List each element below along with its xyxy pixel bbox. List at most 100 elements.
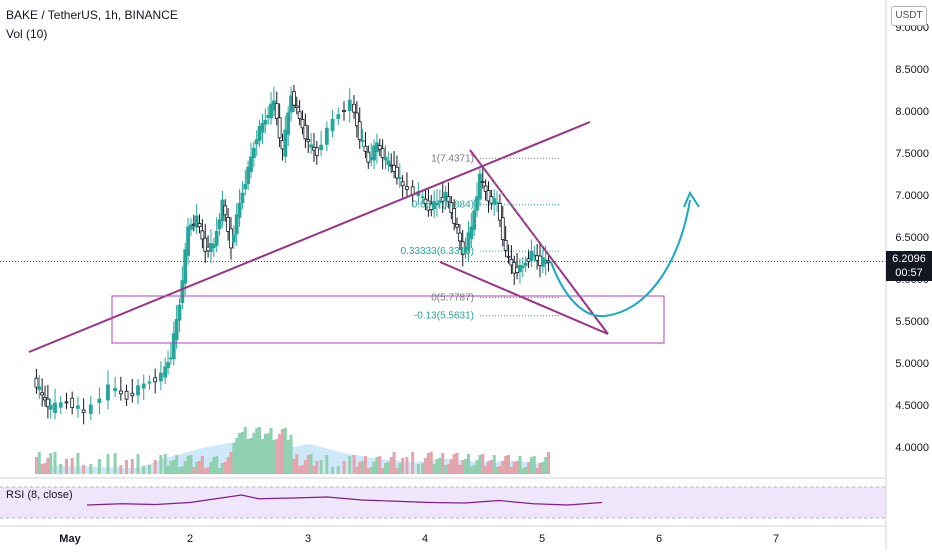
projection-arrow xyxy=(550,199,691,318)
candle-body xyxy=(306,139,311,142)
candle-body xyxy=(237,202,242,218)
volume-bar xyxy=(452,454,456,474)
volume-bar xyxy=(295,454,299,474)
candle-body xyxy=(76,405,80,409)
candle-body xyxy=(518,264,522,273)
volume-bar xyxy=(136,454,140,474)
candle-body xyxy=(300,119,305,129)
candle-body xyxy=(303,124,308,140)
candle-body xyxy=(478,173,482,200)
rsi-pane xyxy=(0,486,886,519)
projection-arrowhead xyxy=(683,190,700,208)
price-axis-label: 7.5000 xyxy=(895,148,929,160)
candles-layer xyxy=(34,84,551,425)
price-axis-label: 7.0000 xyxy=(895,190,929,202)
volume-bar xyxy=(177,467,181,474)
volume-bar xyxy=(501,461,505,474)
volume-bar xyxy=(424,458,428,474)
volume-bar xyxy=(82,465,86,474)
candle-body xyxy=(520,265,525,269)
volume-bar xyxy=(309,454,313,474)
candle-body xyxy=(472,210,477,230)
time-axis-label: 4 xyxy=(422,533,428,545)
candle-body xyxy=(240,192,245,203)
current-price-label: 6.2096 xyxy=(892,253,926,265)
volume-bar xyxy=(475,460,479,474)
volume-bar xyxy=(203,468,207,474)
volume-bar xyxy=(169,461,173,474)
volume-bar xyxy=(89,464,93,474)
volume-bar xyxy=(441,453,445,474)
volume-bar xyxy=(113,453,117,474)
drawings-layer[interactable]: 1(7.4371) 0.6667(6.884) 0.33333(6.3315) 0(5… xyxy=(28,121,700,353)
volume-bar xyxy=(180,466,184,474)
volume-bar xyxy=(507,455,511,474)
wedge-lower-line xyxy=(439,261,609,335)
volume-bar xyxy=(46,458,50,474)
volume-bar xyxy=(223,462,227,474)
candle-body xyxy=(546,260,551,263)
candle-body xyxy=(177,304,182,321)
volume-bar xyxy=(238,433,242,474)
volume-bar xyxy=(130,459,134,474)
volume-bar xyxy=(315,461,319,474)
candle-body xyxy=(483,185,488,192)
volume-bar xyxy=(544,457,548,474)
symbol-legend[interactable]: BAKE / TetherUS, 1h, BINANCE xyxy=(6,8,178,22)
volume-bar xyxy=(489,460,493,474)
volume-bar xyxy=(70,458,74,474)
volume-bar xyxy=(283,428,287,474)
volume-bar xyxy=(518,456,522,474)
candle-body xyxy=(397,177,402,180)
price-axis-label: 4.0000 xyxy=(895,442,929,454)
volume-bar xyxy=(336,466,340,474)
volume-bar xyxy=(266,433,270,474)
volume-bar xyxy=(325,455,329,474)
candle-body xyxy=(330,119,335,132)
volume-bar xyxy=(263,434,267,474)
candle-body xyxy=(147,381,152,384)
volume-legend[interactable]: Vol (10) xyxy=(6,27,48,41)
volume-bar xyxy=(509,467,513,474)
candle-body xyxy=(217,219,222,230)
candle-body xyxy=(226,216,231,232)
volume-bar xyxy=(366,468,370,474)
volume-bar xyxy=(348,456,352,474)
volume-bar xyxy=(484,466,488,474)
candle-body xyxy=(420,196,425,199)
candle-body xyxy=(58,402,63,408)
volume-bar xyxy=(524,467,528,474)
price-axis-label: 5.5000 xyxy=(895,316,929,328)
candle-body xyxy=(269,103,273,119)
volume-bar xyxy=(372,462,376,474)
currency-button[interactable]: USDT xyxy=(891,6,927,26)
volume-bar xyxy=(226,457,230,474)
candle-body xyxy=(455,223,459,228)
candle-body xyxy=(457,232,462,242)
volume-bar xyxy=(218,468,222,474)
candle-body xyxy=(45,398,50,408)
candle-body xyxy=(183,249,188,284)
time-axis-label: 5 xyxy=(539,533,545,545)
countdown-label: 00:57 xyxy=(895,267,923,279)
volume-bar xyxy=(106,454,110,474)
volume-bar xyxy=(272,440,276,474)
volume-layer xyxy=(34,427,551,474)
volume-bar xyxy=(153,460,157,474)
volume-bar xyxy=(375,457,379,474)
candle-body xyxy=(475,196,479,211)
volume-bar xyxy=(59,464,63,474)
volume-bar xyxy=(438,458,442,474)
rsi-legend[interactable]: RSI (8, close) xyxy=(6,489,73,501)
volume-bar xyxy=(455,453,459,474)
fib-level-label: -0.13(5.5631) xyxy=(414,311,474,322)
volume-bar xyxy=(495,467,499,474)
candle-body xyxy=(130,392,135,397)
volume-bar xyxy=(541,462,545,474)
volume-bar xyxy=(521,468,525,474)
volume-bar xyxy=(186,456,190,474)
